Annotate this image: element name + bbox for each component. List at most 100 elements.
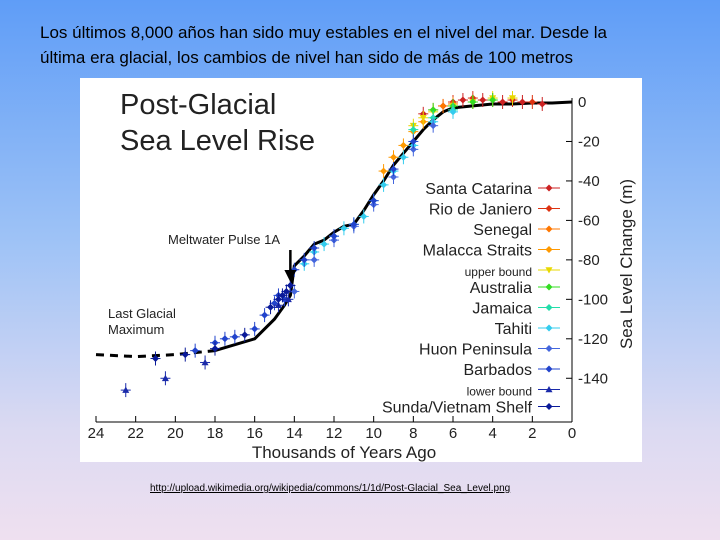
legend-label: Rio de Janiero — [429, 202, 532, 219]
data-point — [439, 102, 447, 110]
y-tick-label: -120 — [578, 331, 608, 348]
data-point — [509, 95, 516, 102]
legend-marker — [545, 345, 553, 352]
data-point — [231, 333, 239, 341]
data-point — [419, 114, 427, 122]
slide-heading-line-2: última era glacial, los cambios de nivel… — [40, 48, 573, 67]
data-points — [120, 91, 548, 398]
data-point — [380, 181, 388, 189]
data-point — [538, 100, 546, 108]
data-point — [181, 351, 189, 359]
annotation-lgm-line-1: Last Glacial — [108, 306, 176, 321]
x-tick-label: 8 — [409, 425, 417, 442]
legend-marker — [545, 225, 553, 233]
data-point — [278, 291, 286, 299]
data-point — [282, 287, 290, 295]
data-point — [300, 256, 308, 264]
y-tick-label: -100 — [578, 291, 608, 308]
data-point — [409, 126, 417, 134]
legend-marker — [545, 283, 553, 291]
x-tick-label: 20 — [167, 425, 184, 442]
x-tick-label: 16 — [246, 425, 263, 442]
legend-label: Huon Peninsula — [419, 342, 532, 359]
data-point — [459, 96, 467, 104]
legend-marker — [545, 184, 553, 192]
legend-marker — [545, 403, 553, 410]
y-tick-label: -140 — [578, 370, 608, 387]
data-point — [409, 145, 417, 153]
legend-label: Santa Catarina — [425, 181, 532, 198]
data-point — [479, 96, 487, 104]
data-point — [370, 197, 378, 205]
legend-marker — [545, 304, 553, 311]
legend-label: Tahiti — [495, 321, 532, 338]
legend-marker — [545, 324, 553, 332]
legend-label: upper bound — [465, 265, 532, 279]
legend-label: Barbados — [464, 362, 533, 379]
data-point — [409, 137, 417, 145]
y-tick-label: 0 — [578, 94, 586, 111]
data-point — [399, 141, 407, 149]
y-tick-label: -40 — [578, 173, 600, 190]
x-tick-label: 24 — [88, 425, 105, 442]
data-point — [211, 345, 219, 353]
x-tick-label: 22 — [127, 425, 144, 442]
data-point — [310, 256, 318, 264]
annotation-arrow-head — [284, 270, 297, 282]
data-point — [528, 98, 536, 106]
x-tick-label: 18 — [207, 425, 224, 442]
data-point — [390, 165, 397, 173]
legend-marker — [545, 246, 553, 253]
x-tick-label: 12 — [326, 425, 343, 442]
x-axis-label: Thousands of Years Ago — [252, 443, 436, 462]
data-point — [340, 224, 348, 232]
data-point — [429, 122, 437, 130]
data-point — [290, 287, 298, 295]
chart-panel: Post-Glacial Sea Level Rise 24 22 20 18 16 14… — [80, 78, 642, 462]
x-tick-label: 0 — [568, 425, 576, 442]
data-point — [251, 325, 259, 333]
data-point — [320, 240, 328, 248]
data-point — [399, 153, 407, 161]
data-point — [499, 98, 507, 106]
data-point — [201, 358, 209, 366]
data-point — [152, 355, 159, 363]
chart-legend: Santa Catarina Rio de Janiero Senegal Malac… — [382, 181, 560, 417]
legend-label: Jamaica — [472, 301, 532, 318]
sea-level-chart: Post-Glacial Sea Level Rise 24 22 20 18 16 14… — [88, 89, 636, 462]
annotation-meltwater-pulse: Meltwater Pulse 1A — [168, 232, 280, 247]
data-point — [284, 295, 292, 303]
source-link[interactable]: http://upload.wikimedia.org/wikipedia/co… — [150, 483, 511, 494]
data-point — [429, 106, 437, 114]
chart-title-line-2: Sea Level Rise — [120, 125, 315, 157]
chart-title-line-1: Post-Glacial — [120, 89, 276, 121]
y-tick-label: -20 — [578, 133, 600, 150]
annotation-lgm-line-2: Maximum — [108, 322, 164, 337]
x-tick-label: 6 — [449, 425, 457, 442]
legend-marker — [545, 267, 553, 274]
data-point — [310, 244, 318, 252]
data-point — [161, 374, 169, 382]
data-point — [380, 167, 388, 175]
legend-label: Senegal — [473, 222, 532, 239]
legend-label: Australia — [470, 280, 532, 297]
y-tick-label: -60 — [578, 212, 600, 229]
data-point — [449, 108, 457, 116]
legend-marker — [545, 386, 553, 393]
data-point — [390, 173, 397, 181]
x-tick-label: 10 — [365, 425, 382, 442]
data-point — [330, 232, 338, 240]
data-point — [241, 331, 249, 339]
data-point — [360, 212, 368, 220]
x-tick-label: 14 — [286, 425, 303, 442]
y-axis-label: Sea Level Change (m) — [617, 179, 636, 349]
data-point — [267, 303, 275, 311]
legend-marker — [545, 205, 553, 212]
data-point — [518, 98, 526, 106]
data-point — [350, 220, 358, 228]
data-point — [122, 386, 130, 393]
data-point — [221, 335, 229, 343]
data-point — [390, 153, 397, 161]
data-point — [489, 96, 497, 104]
